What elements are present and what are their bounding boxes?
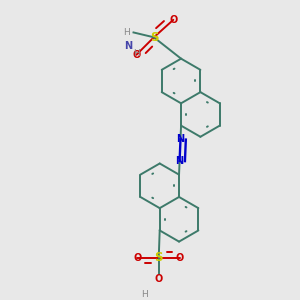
- Text: O: O: [133, 253, 142, 262]
- Text: N: N: [176, 156, 184, 166]
- Text: O: O: [154, 274, 163, 284]
- Text: H: H: [141, 290, 148, 299]
- Text: N: N: [124, 41, 133, 51]
- Text: O: O: [132, 50, 140, 60]
- Text: N: N: [176, 134, 184, 144]
- Text: O: O: [169, 15, 177, 25]
- Text: O: O: [176, 253, 184, 262]
- Text: H: H: [123, 28, 130, 37]
- Text: S: S: [150, 31, 158, 44]
- Text: S: S: [154, 251, 163, 264]
- Text: H: H: [133, 49, 140, 58]
